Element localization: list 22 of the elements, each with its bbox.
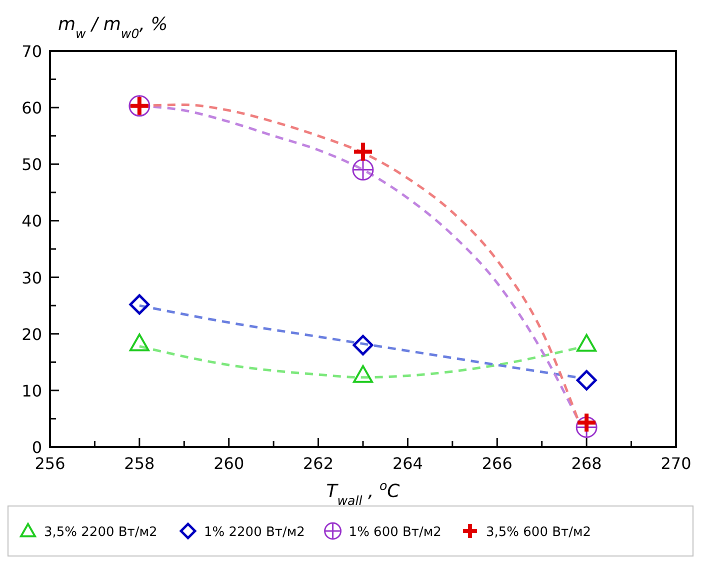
- y-tick-label: 0: [32, 438, 42, 457]
- legend-label: 3,5% 600 Вт/м2: [486, 525, 592, 540]
- x-tick-label: 256: [34, 454, 66, 473]
- y-tick-label: 50: [22, 155, 42, 174]
- legend-label: 1% 600 Вт/м2: [348, 525, 442, 540]
- y-tick-label: 70: [22, 42, 42, 61]
- x-tick-label: 266: [482, 454, 512, 473]
- legend-label: 3,5% 2200 Вт/м2: [44, 525, 158, 540]
- y-axis-title: m$_{w}$ / m$_{w0}$, %: [58, 14, 168, 40]
- x-tick-label: 264: [392, 454, 423, 473]
- x-tick-label: 268: [571, 454, 602, 473]
- x-tick-label: 260: [214, 454, 244, 473]
- x-tick-label: 262: [303, 454, 334, 473]
- x-tick-label: 258: [124, 454, 155, 473]
- y-tick-label: 20: [22, 324, 42, 344]
- y-tick-label: 60: [22, 98, 42, 118]
- y-tick-label: 10: [22, 381, 42, 400]
- x-tick-label: 270: [660, 454, 692, 473]
- legend-label: 1% 2200 Вт/м2: [204, 525, 305, 540]
- x-axis-title: T$_{wall}$ , $^{o}$C: [326, 478, 400, 508]
- y-tick-label: 30: [22, 268, 42, 288]
- y-tick-label: 40: [22, 212, 42, 231]
